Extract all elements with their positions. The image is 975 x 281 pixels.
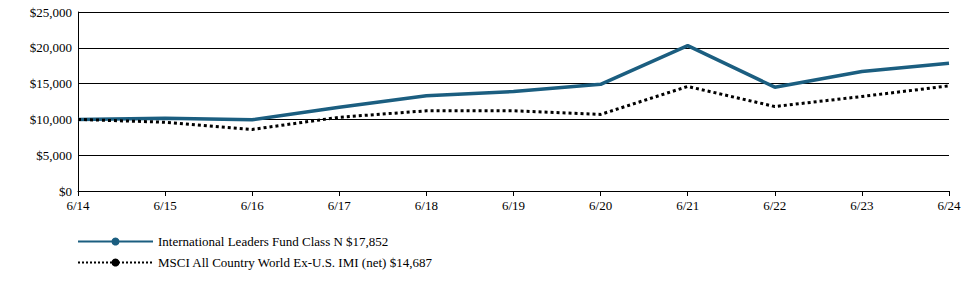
svg-text:6/21: 6/21 bbox=[676, 198, 699, 213]
svg-text:6/16: 6/16 bbox=[241, 198, 265, 213]
svg-text:6/24: 6/24 bbox=[937, 198, 961, 213]
svg-text:6/15: 6/15 bbox=[154, 198, 177, 213]
svg-text:6/18: 6/18 bbox=[415, 198, 438, 213]
svg-text:$5,000: $5,000 bbox=[36, 148, 72, 163]
svg-text:6/20: 6/20 bbox=[589, 198, 612, 213]
svg-text:$25,000: $25,000 bbox=[30, 5, 72, 20]
svg-text:6/19: 6/19 bbox=[502, 198, 525, 213]
svg-text:$15,000: $15,000 bbox=[30, 76, 72, 91]
svg-text:6/14: 6/14 bbox=[66, 198, 90, 213]
svg-text:$20,000: $20,000 bbox=[30, 40, 72, 55]
svg-text:6/23: 6/23 bbox=[850, 198, 873, 213]
svg-text:$10,000: $10,000 bbox=[30, 112, 72, 127]
svg-text:$0: $0 bbox=[59, 184, 72, 199]
svg-text:6/22: 6/22 bbox=[763, 198, 786, 213]
svg-text:MSCI All Country World Ex-U.S.: MSCI All Country World Ex-U.S. IMI (net)… bbox=[158, 255, 432, 270]
svg-text:International Leaders Fund Cla: International Leaders Fund Class N $17,8… bbox=[158, 234, 388, 249]
svg-text:6/17: 6/17 bbox=[328, 198, 352, 213]
